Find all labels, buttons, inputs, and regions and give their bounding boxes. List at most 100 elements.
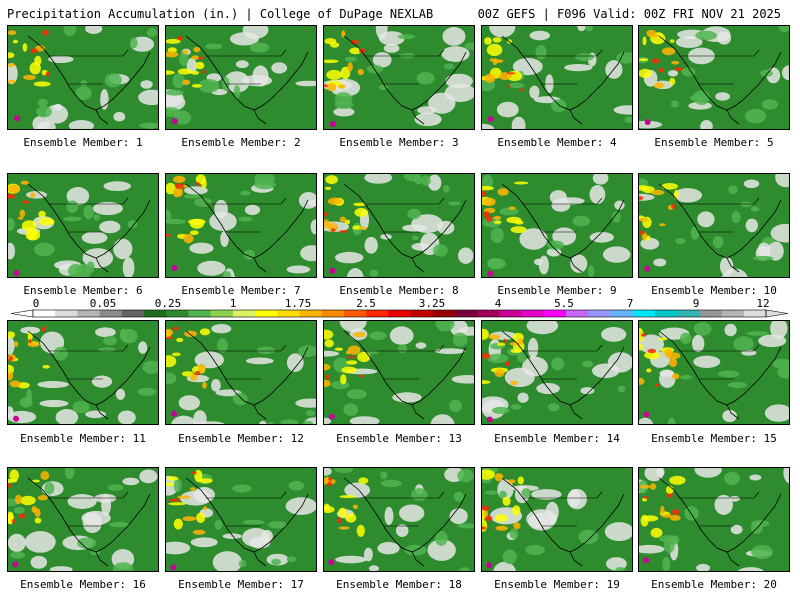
colorbar-tick: 0.25 — [154, 297, 182, 310]
member-map-panel — [7, 320, 159, 425]
precip-map — [8, 321, 158, 424]
precip-map — [166, 174, 316, 277]
member-label: Ensemble Member: 9 — [497, 284, 617, 297]
colorbar-tick: 3.25 — [418, 297, 446, 310]
colorbar-swatch — [654, 310, 678, 317]
member-map-panel — [165, 467, 317, 572]
member-map-panel — [165, 320, 317, 425]
colorbar-swatch — [255, 310, 278, 317]
colorbar-tick: 1 — [229, 297, 237, 310]
member-map-panel — [638, 173, 790, 278]
precip-map — [324, 468, 474, 571]
member-label: Ensemble Member: 13 — [336, 432, 462, 445]
colorbar-swatch — [33, 310, 56, 317]
precip-map — [8, 26, 158, 129]
colorbar-swatch — [166, 310, 189, 317]
colorbar-swatch — [121, 310, 145, 317]
member-map-panel — [7, 467, 159, 572]
colorbar-swatch — [99, 310, 123, 317]
colorbar-max-arrow — [765, 309, 789, 318]
chart-title: Precipitation Accumulation (in.) | Colle… — [7, 7, 434, 21]
member-map-panel — [638, 25, 790, 130]
precip-map — [639, 26, 789, 129]
model-run-info: 00Z GEFS | F096 Valid: 00Z FRI NOV 21 20… — [477, 7, 781, 21]
member-map-panel — [481, 173, 633, 278]
colorbar-swatch — [321, 310, 345, 317]
colorbar-swatch — [188, 310, 211, 317]
colorbar-min-arrow — [10, 309, 34, 318]
colorbar-tick: 7 — [626, 297, 634, 310]
colorbar-swatch — [410, 310, 434, 317]
member-map-panel — [323, 320, 475, 425]
colorbar-swatch — [743, 310, 767, 317]
precip-map — [482, 26, 632, 129]
colorbar-swatch — [566, 310, 589, 317]
precip-map — [482, 321, 632, 424]
colorbar-tick: 2.5 — [356, 297, 376, 310]
colorbar-swatch — [388, 310, 411, 317]
member-label: Ensemble Member: 6 — [23, 284, 143, 297]
precip-map — [166, 26, 316, 129]
colorbar-swatch — [77, 310, 100, 317]
member-map-panel — [7, 173, 159, 278]
colorbar-swatch — [366, 310, 389, 317]
colorbar-swatch — [455, 310, 478, 317]
colorbar-tick: 0.05 — [89, 297, 117, 310]
colorbar-swatch — [477, 310, 500, 317]
member-label: Ensemble Member: 10 — [651, 284, 777, 297]
member-label: Ensemble Member: 2 — [181, 136, 301, 149]
member-map-panel — [323, 25, 475, 130]
member-map-panel — [323, 467, 475, 572]
colorbar-swatch — [721, 310, 745, 317]
colorbar-tick: 9 — [692, 297, 700, 310]
member-label: Ensemble Member: 11 — [20, 432, 146, 445]
member-map-panel — [481, 320, 633, 425]
precip-colorbar — [10, 309, 789, 318]
member-label: Ensemble Member: 3 — [339, 136, 459, 149]
precip-map — [8, 468, 158, 571]
member-label: Ensemble Member: 14 — [494, 432, 620, 445]
member-map-panel — [165, 173, 317, 278]
colorbar-swatch — [543, 310, 567, 317]
precip-map — [639, 468, 789, 571]
member-label: Ensemble Member: 18 — [336, 578, 462, 591]
member-label: Ensemble Member: 4 — [497, 136, 617, 149]
precip-map — [639, 174, 789, 277]
precip-map — [324, 26, 474, 129]
colorbar-tick: 0 — [32, 297, 40, 310]
colorbar-outline — [32, 309, 767, 318]
colorbar-swatch — [232, 310, 256, 317]
colorbar-tick: 1.75 — [284, 297, 312, 310]
colorbar-swatch — [432, 310, 456, 317]
colorbar-swatch — [210, 310, 234, 317]
member-label: Ensemble Member: 8 — [339, 284, 459, 297]
colorbar-swatch — [521, 310, 545, 317]
colorbar-swatch — [632, 310, 656, 317]
member-map-panel — [7, 25, 159, 130]
member-map-panel — [481, 467, 633, 572]
precip-map — [324, 321, 474, 424]
member-label: Ensemble Member: 17 — [178, 578, 304, 591]
member-map-panel — [323, 173, 475, 278]
colorbar-swatch — [699, 310, 722, 317]
member-label: Ensemble Member: 19 — [494, 578, 620, 591]
colorbar-tick: 5.5 — [554, 297, 574, 310]
member-label: Ensemble Member: 7 — [181, 284, 301, 297]
precip-map — [166, 321, 316, 424]
colorbar-tick: 12 — [756, 297, 770, 310]
member-label: Ensemble Member: 1 — [23, 136, 143, 149]
colorbar-tick: 4 — [494, 297, 502, 310]
colorbar-swatch — [499, 310, 522, 317]
colorbar-swatch — [277, 310, 300, 317]
precip-map — [482, 468, 632, 571]
member-label: Ensemble Member: 16 — [20, 578, 146, 591]
member-label: Ensemble Member: 5 — [654, 136, 774, 149]
colorbar-swatch — [610, 310, 634, 317]
colorbar-swatch — [343, 310, 367, 317]
precip-map — [482, 174, 632, 277]
member-label: Ensemble Member: 20 — [651, 578, 777, 591]
member-map-panel — [481, 25, 633, 130]
colorbar-swatch — [299, 310, 323, 317]
colorbar-swatch — [588, 310, 611, 317]
precip-map — [166, 468, 316, 571]
